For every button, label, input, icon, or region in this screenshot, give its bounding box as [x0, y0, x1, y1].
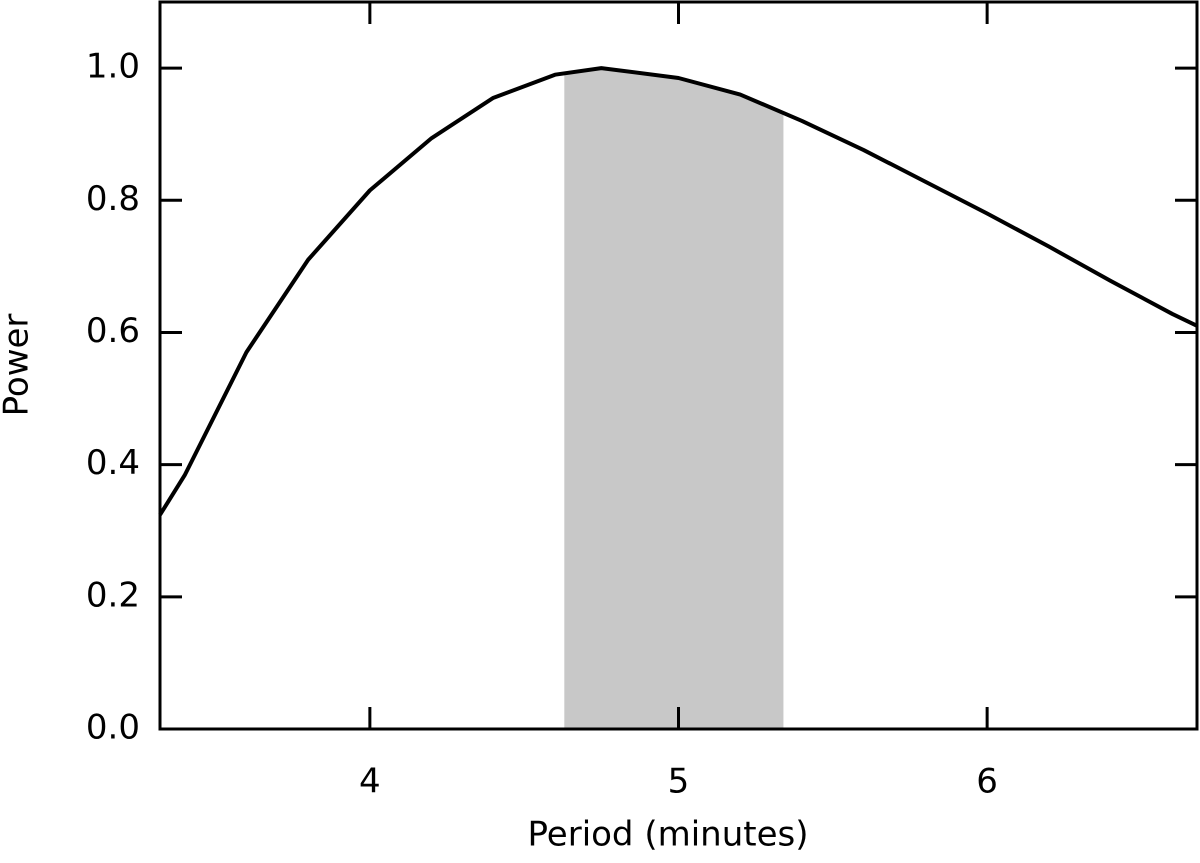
y-axis-title: Power [0, 314, 37, 417]
y-tick-label: 0.8 [86, 179, 140, 219]
y-tick-label: 1.0 [86, 47, 140, 87]
x-axis-title: Period (minutes) [528, 815, 809, 855]
y-tick-label: 0.2 [86, 575, 140, 615]
x-tick-label: 5 [668, 762, 690, 802]
data-line [158, 66, 1198, 516]
x-tick-label: 6 [976, 762, 998, 802]
band-layer [564, 68, 784, 729]
x-tick-label: 4 [359, 762, 381, 802]
highlight-band [564, 68, 784, 729]
main-layer: 0.0 0.2 0.4 0.6 0.8 1.0 4 5 6 [86, 0, 1199, 802]
y-tick-label: 0.0 [86, 708, 140, 748]
y-tick-label: 0.6 [86, 311, 140, 351]
y-tick-label: 0.4 [86, 443, 140, 483]
